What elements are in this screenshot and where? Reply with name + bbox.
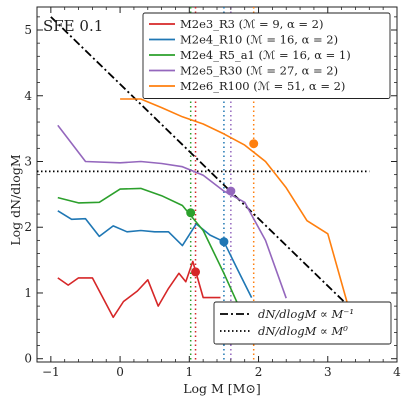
x-tick-label: 0 — [116, 365, 124, 379]
series-line-1 — [57, 260, 221, 319]
series-marker-4 — [226, 186, 236, 196]
y-axis: 0 1 2 3 4 5 — [24, 16, 397, 366]
reference-line — [50, 16, 353, 311]
y-tick-label: 5 — [24, 23, 32, 37]
x-tick-label: 4 — [393, 365, 401, 379]
series-line-4 — [57, 124, 287, 299]
legend-entry: M2e6_R100 (ℳ = 51, α = 2) — [180, 79, 345, 93]
series-marker-5 — [249, 139, 259, 149]
panel-label: SFE 0.1 — [43, 17, 103, 35]
legend-entry: dN/dlogM ∝ M⁰ — [258, 324, 348, 338]
x-tick-label: −1 — [42, 365, 60, 379]
series-line-5 — [120, 98, 350, 308]
legend-box-bottom — [213, 301, 392, 345]
y-tick-label: 1 — [24, 286, 32, 300]
y-tick-label: 3 — [24, 154, 32, 168]
series-marker-2 — [219, 237, 229, 247]
legend-series: M2e3_R3 (ℳ = 9, α = 2) M2e4_R10 (ℳ = 16, … — [142, 12, 391, 99]
y-tick-label: 2 — [24, 220, 32, 234]
series-marker-3 — [186, 208, 196, 218]
x-tick-label: 3 — [324, 365, 332, 379]
y-tick-label: 4 — [24, 89, 32, 103]
x-axis: −1 0 1 2 3 4 — [42, 7, 401, 379]
legend-entry: M2e4_R10 (ℳ = 16, α = 2) — [180, 33, 338, 47]
legend-reference-lines: dN/dlogM ∝ M⁻¹ dN/dlogM ∝ M⁰ — [213, 301, 392, 345]
x-tick-label: 1 — [185, 365, 193, 379]
series-marker-1 — [191, 267, 201, 277]
legend-entry: dN/dlogM ∝ M⁻¹ — [258, 307, 354, 321]
legend-entry: M2e3_R3 (ℳ = 9, α = 2) — [180, 17, 323, 31]
y-axis-label: Log dN/dlogM — [8, 154, 23, 245]
legend-entry: M2e5_R30 (ℳ = 27, α = 2) — [180, 64, 338, 78]
legend-entry: M2e4_R5_a1 (ℳ = 16, α = 1) — [180, 48, 351, 62]
x-axis-label: Log M [M⊙] — [183, 381, 261, 396]
y-tick-label: 0 — [24, 352, 32, 366]
series-line-2 — [57, 210, 253, 298]
legend-box — [142, 12, 391, 99]
series-line-3 — [57, 187, 256, 340]
x-tick-label: 2 — [255, 365, 263, 379]
